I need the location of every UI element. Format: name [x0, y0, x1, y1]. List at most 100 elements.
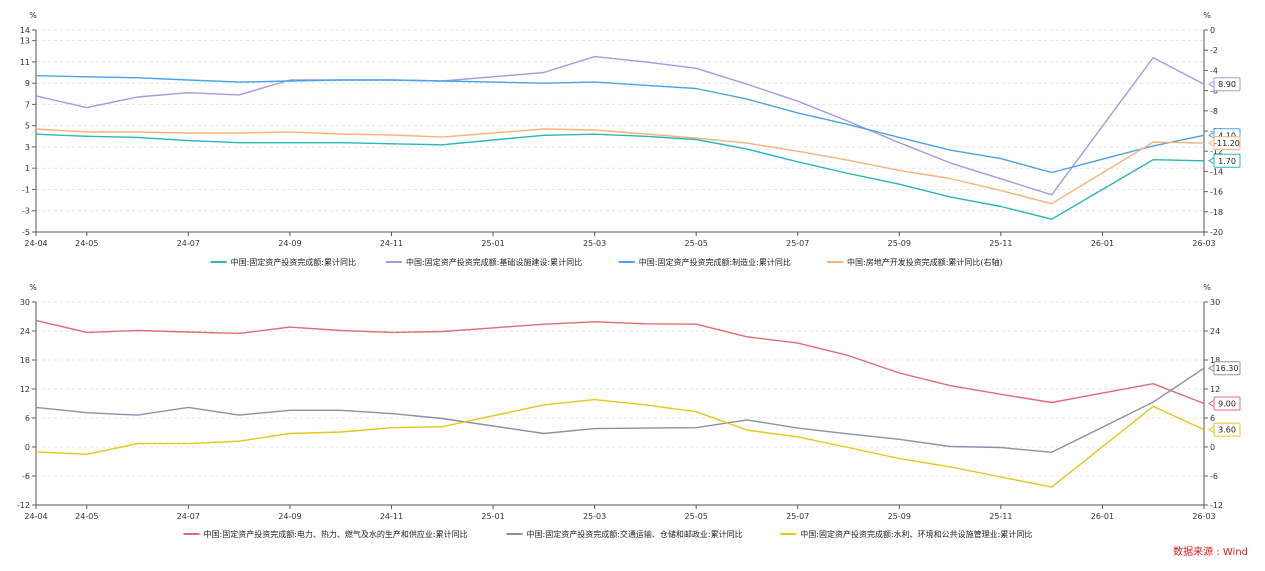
end-label-pointer: [1208, 425, 1215, 434]
series-line-1: [35, 133, 1205, 220]
left-tick-label: 7: [25, 100, 30, 109]
right-tick-label: 18: [1210, 356, 1220, 365]
end-label-pointer: [1208, 139, 1215, 148]
right-tick-label: -6: [1210, 472, 1218, 481]
series-line-2: [35, 55, 1205, 196]
x-tick-label: 25-07: [786, 239, 809, 248]
x-tick-label: 24-04: [24, 512, 47, 521]
end-value-label: 3.60: [1218, 426, 1236, 435]
left-tick-label: 30: [20, 298, 30, 307]
chart-2: -12 -6 0 6 12 18 24 30 -12 -6 0 6 12 18 24 30% % 24-04 24-…: [17, 283, 1241, 539]
left-tick-label: 18: [20, 356, 30, 365]
series-line-3: [35, 398, 1205, 488]
x-tick-label: 24-04: [24, 239, 47, 248]
right-tick-label: -14: [1210, 167, 1223, 176]
right-tick-label: 12: [1210, 385, 1220, 394]
end-value-label: 9.00: [1218, 400, 1236, 409]
end-value-label: -11.20: [1214, 139, 1240, 148]
x-tick-label: 25-11: [989, 512, 1012, 521]
right-tick-label: -2: [1210, 46, 1218, 55]
right-tick-label: -16: [1210, 188, 1223, 197]
series-line-1: [35, 319, 1205, 405]
end-label-pointer: [1208, 399, 1215, 408]
x-tick-label: 25-05: [685, 239, 708, 248]
series-line-4: [35, 128, 1205, 205]
right-tick-label: -20: [1210, 228, 1223, 237]
x-tick-label: 24-09: [278, 512, 301, 521]
legend-item-3: 中国:固定资产投资完成额:水利、环境和公共设施管理业:累计同比: [800, 529, 1032, 539]
x-tick-label: 26-03: [1192, 239, 1215, 248]
left-tick-label: 5: [25, 122, 30, 131]
end-value-label: 4.10: [1218, 131, 1236, 140]
x-tick-label: 24-11: [380, 239, 403, 248]
left-tick-label: 3: [25, 143, 30, 152]
end-label-pointer: [1208, 156, 1215, 165]
right-tick-label: 0: [1210, 26, 1215, 35]
end-value-label: 8.90: [1218, 80, 1236, 89]
right-unit-label: %: [1203, 11, 1211, 20]
left-tick-label: 11: [20, 58, 30, 67]
right-tick-label: -6: [1210, 87, 1218, 96]
left-tick-label: 24: [20, 327, 30, 336]
x-tick-label: 24-05: [75, 512, 98, 521]
end-value-label: 1.70: [1218, 157, 1236, 166]
left-tick-label: 6: [25, 414, 30, 423]
legend-item-2: 中国:固定资产投资完成额:交通运输、仓储和邮政业:累计同比: [527, 529, 743, 539]
left-tick-label: -12: [17, 501, 30, 510]
legend-item-1: 中国:固定资产投资完成额:累计同比: [231, 257, 356, 267]
series-line-3: [35, 75, 1205, 174]
chart-1: -5-3-113579111314-20-18-16-14-12-10-8-6-…: [20, 11, 1241, 267]
x-tick-label: 24-07: [177, 512, 200, 521]
right-tick-label: 6: [1210, 414, 1215, 423]
right-tick-label: 30: [1210, 298, 1220, 307]
end-label-pointer: [1208, 80, 1215, 89]
right-unit-label: %: [1203, 283, 1211, 292]
left-tick-label: 9: [25, 79, 30, 88]
left-tick-label: 13: [20, 37, 30, 46]
x-tick-label: 26-01: [1091, 512, 1114, 521]
end-value-label: 16.30: [1216, 364, 1239, 373]
x-tick-label: 24-05: [75, 239, 98, 248]
legend-item-1: 中国:固定资产投资完成额:电力、热力、燃气及水的生产和供应业:累计同比: [204, 529, 468, 539]
end-label-pointer: [1208, 131, 1215, 140]
x-tick-label: 25-03: [583, 512, 606, 521]
left-tick-label: 12: [20, 385, 30, 394]
left-tick-label: -1: [22, 185, 30, 194]
right-tick-label: -12: [1210, 147, 1223, 156]
x-tick-label: 24-07: [177, 239, 200, 248]
legend-item-4: 中国:房地产开发投资完成额:累计同比(右轴): [847, 257, 1003, 267]
right-tick-label: -8: [1210, 107, 1218, 116]
x-tick-label: 25-03: [583, 239, 606, 248]
x-tick-label: 25-09: [888, 239, 911, 248]
series-line-2: [35, 367, 1205, 453]
x-tick-label: 24-09: [278, 239, 301, 248]
x-tick-label: 25-05: [685, 512, 708, 521]
x-tick-label: 26-01: [1091, 239, 1114, 248]
data-source-label: 数据来源 : Wind: [1173, 547, 1248, 558]
legend-item-3: 中国:固定资产投资完成额:制造业:累计同比: [639, 257, 791, 267]
left-tick-label: 14: [20, 26, 30, 35]
x-tick-label: 25-01: [481, 512, 504, 521]
right-tick-label: -18: [1210, 208, 1223, 217]
end-label-pointer: [1208, 364, 1215, 373]
left-tick-label: 0: [25, 443, 30, 452]
legend-item-2: 中国:固定资产投资完成额:基础设施建设:累计同比: [406, 257, 582, 267]
left-tick-label: -5: [22, 228, 30, 237]
x-tick-label: 25-01: [481, 239, 504, 248]
x-tick-label: 25-11: [989, 239, 1012, 248]
left-unit-label: %: [29, 283, 37, 292]
x-tick-label: 25-09: [888, 512, 911, 521]
x-tick-label: 25-07: [786, 512, 809, 521]
right-tick-label: 0: [1210, 443, 1215, 452]
right-tick-label: -12: [1210, 501, 1223, 510]
left-tick-label: -6: [22, 472, 30, 481]
left-unit-label: %: [29, 11, 37, 20]
left-tick-label: 1: [25, 164, 30, 173]
x-tick-label: 24-11: [380, 512, 403, 521]
x-tick-label: 26-03: [1192, 512, 1215, 521]
right-tick-label: 24: [1210, 327, 1220, 336]
right-tick-label: -4: [1210, 66, 1218, 75]
left-tick-label: -3: [22, 207, 30, 216]
